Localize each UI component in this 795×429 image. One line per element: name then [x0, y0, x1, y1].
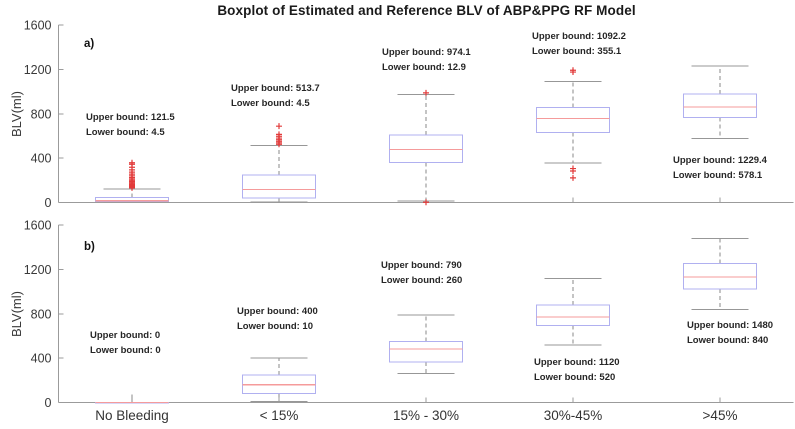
x-tick-label: 30%-45%: [544, 408, 603, 423]
bound-annotation: Lower bound: 10: [237, 321, 313, 332]
bound-annotation: Upper bound: 1120: [534, 357, 620, 368]
box: [536, 304, 610, 326]
box: [95, 197, 169, 203]
bound-annotation: Upper bound: 1229.4: [673, 155, 768, 166]
bound-annotation: Lower bound: 520: [534, 372, 615, 383]
outlier-marker: [423, 89, 429, 96]
y-tick-label: 1200: [24, 263, 52, 277]
bound-annotation: Upper bound: 790: [381, 260, 462, 271]
y-tick-label: 1600: [24, 219, 52, 233]
bound-annotation: Upper bound: 121.5: [86, 112, 175, 123]
bound-annotation: Lower bound: 0: [90, 345, 161, 356]
bound-annotation: Lower bound: 4.5: [86, 127, 165, 138]
y-tick-label: 800: [31, 107, 52, 121]
bound-annotation: Lower bound: 578.1: [673, 170, 763, 181]
bound-annotation: Lower bound: 840: [687, 335, 768, 346]
bound-annotation: Lower bound: 260: [381, 275, 462, 286]
outlier-marker: [570, 174, 576, 181]
outlier-marker: [276, 131, 282, 138]
bound-annotation: Upper bound: 974.1: [382, 47, 471, 58]
box: [683, 262, 757, 290]
box: [389, 341, 463, 363]
panel-label: a): [84, 38, 94, 50]
box: [683, 93, 757, 119]
bound-annotation: Upper bound: 0: [90, 330, 160, 341]
outlier-marker: [570, 167, 576, 174]
bound-annotation: Upper bound: 1480: [687, 320, 773, 331]
x-tick-label: No Bleeding: [95, 408, 169, 423]
outlier-marker: [570, 69, 576, 76]
x-tick-label: 15% - 30%: [393, 408, 459, 423]
bound-annotation: Upper bound: 513.7: [231, 83, 320, 94]
x-tick-label: >45%: [703, 408, 738, 423]
y-tick-label: 0: [45, 196, 52, 210]
y-tick-label: 0: [45, 396, 52, 410]
bound-annotation: Lower bound: 4.5: [231, 98, 310, 109]
y-tick-label: 1200: [24, 63, 52, 77]
y-tick-label: 800: [31, 307, 52, 321]
bound-annotation: Lower bound: 12.9: [382, 62, 466, 73]
box: [242, 174, 316, 199]
box: [389, 134, 463, 164]
panel-label: b): [84, 241, 95, 253]
bound-annotation: Upper bound: 1092.2: [532, 31, 626, 42]
bound-annotation: Upper bound: 400: [237, 306, 318, 317]
x-tick-label: < 15%: [260, 408, 299, 423]
outlier-marker: [129, 159, 135, 166]
outlier-marker: [423, 199, 429, 206]
bound-annotation: Lower bound: 355.1: [532, 46, 622, 57]
y-tick-label: 1600: [24, 19, 52, 33]
y-tick-label: 400: [31, 352, 52, 366]
outlier-marker: [276, 123, 282, 130]
y-tick-label: 400: [31, 152, 52, 166]
box: [536, 107, 610, 133]
chart-title: Boxplot of Estimated and Reference BLV o…: [217, 3, 636, 18]
